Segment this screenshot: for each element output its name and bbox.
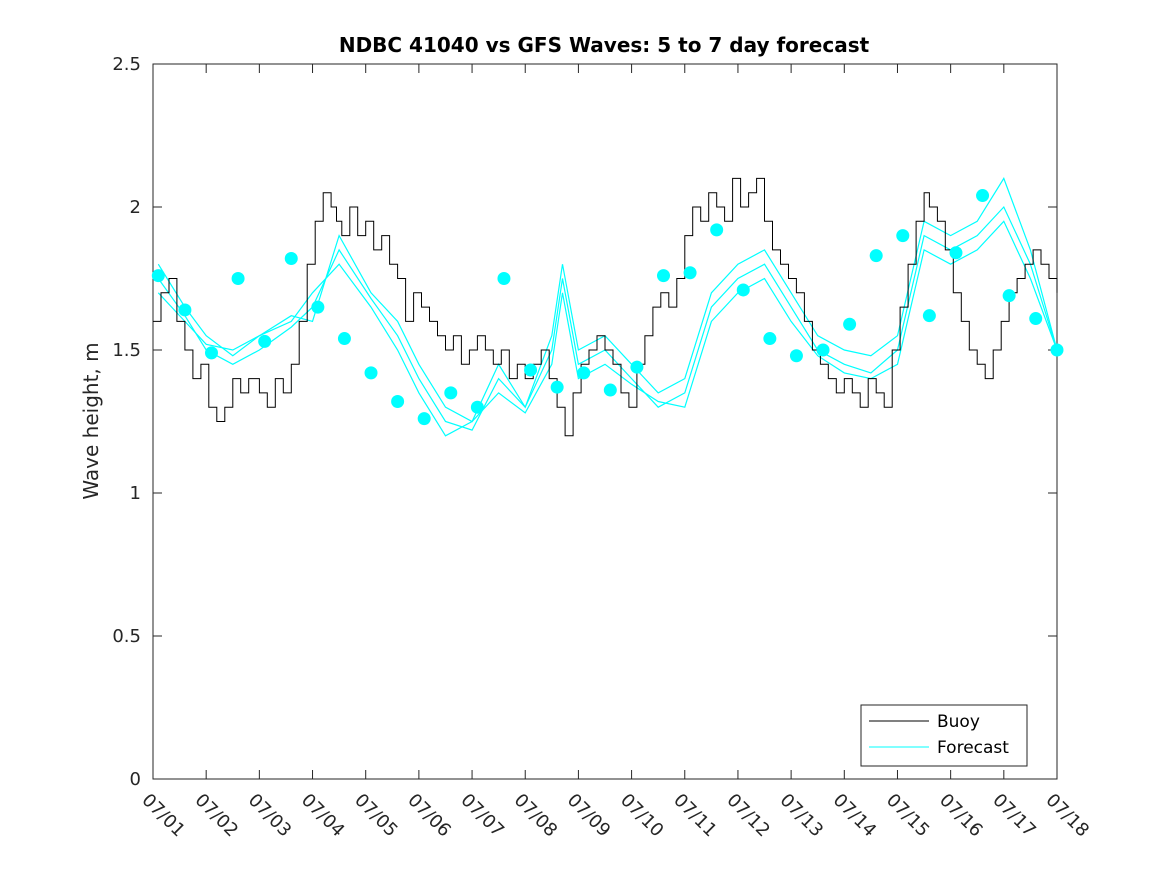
- legend-forecast-label: Forecast: [937, 738, 1009, 758]
- forecast-marker: [922, 309, 936, 323]
- y-tick-label: 0.5: [112, 626, 141, 647]
- y-tick-label: 2.5: [112, 54, 141, 75]
- y-tick-label: 2: [130, 197, 141, 218]
- x-tick-label: 07/12: [722, 790, 774, 842]
- y-tick-label: 0: [130, 769, 141, 790]
- forecast-marker: [816, 343, 830, 357]
- forecast-marker: [284, 251, 298, 265]
- x-tick-label: 07/04: [297, 790, 349, 842]
- forecast-marker: [151, 269, 165, 283]
- forecast-marker: [337, 332, 351, 346]
- axes-box: [152, 63, 1058, 780]
- forecast-marker: [444, 386, 458, 400]
- forecast-line: [157, 220, 1058, 437]
- y-tick-label: 1: [130, 483, 141, 504]
- forecast-marker: [896, 229, 910, 243]
- forecast-marker: [550, 380, 564, 394]
- forecast-markers: [151, 189, 1064, 426]
- forecast-marker: [364, 366, 378, 380]
- x-tick-label: 07/16: [935, 790, 987, 842]
- forecast-marker: [1002, 289, 1016, 303]
- forecast-marker: [710, 223, 724, 237]
- y-axis: 0 0.5 1 1.5 2 2.5: [112, 54, 1057, 790]
- x-tick-label: 07/15: [882, 790, 934, 842]
- x-tick-label: 07/11: [669, 790, 721, 842]
- x-tick-label: 07/07: [457, 790, 509, 842]
- x-tick-label: 07/03: [244, 790, 296, 842]
- chart-title: NDBC 41040 vs GFS Waves: 5 to 7 day fore…: [339, 33, 870, 57]
- x-tick-label: 07/13: [776, 790, 828, 842]
- x-tick-label: 07/17: [988, 790, 1040, 842]
- x-tick-label: 07/05: [350, 790, 402, 842]
- legend: Buoy Forecast: [860, 704, 1028, 767]
- forecast-marker: [1050, 343, 1064, 357]
- forecast-marker: [258, 334, 272, 348]
- forecast-marker: [470, 400, 484, 414]
- forecast-marker: [497, 272, 511, 285]
- forecast-marker: [391, 394, 405, 408]
- x-tick-label: 07/14: [829, 790, 881, 842]
- x-tick-label: 07/08: [510, 790, 562, 842]
- x-tick-label: 07/06: [403, 790, 455, 842]
- forecast-marker: [949, 246, 963, 260]
- forecast-marker: [311, 300, 325, 314]
- forecast-marker: [417, 412, 431, 426]
- forecast-marker: [178, 303, 192, 317]
- buoy-series: [153, 177, 1058, 437]
- forecast-marker: [789, 349, 803, 363]
- y-axis-label: Wave height, m: [79, 342, 103, 499]
- x-tick-label: 07/18: [1041, 790, 1093, 842]
- x-tick-label: 07/10: [616, 790, 668, 842]
- y-tick-label: 1.5: [112, 340, 141, 361]
- legend-box: [860, 704, 1028, 767]
- forecast-marker: [231, 272, 245, 285]
- x-tick-label: 07/01: [137, 790, 189, 842]
- legend-buoy-label: Buoy: [937, 712, 980, 732]
- forecast-marker: [656, 269, 670, 283]
- forecast-series: [157, 177, 1058, 437]
- forecast-marker: [204, 346, 218, 360]
- forecast-marker: [1029, 312, 1043, 326]
- forecast-marker: [976, 189, 990, 203]
- forecast-marker: [524, 363, 538, 377]
- plot-area: [152, 63, 1058, 780]
- forecast-marker: [736, 283, 750, 297]
- forecast-marker: [603, 383, 617, 397]
- forecast-marker: [683, 266, 697, 280]
- forecast-marker: [843, 317, 857, 331]
- forecast-line: [157, 205, 1058, 431]
- forecast-line: [157, 177, 1058, 423]
- forecast-marker: [763, 332, 777, 346]
- forecast-marker: [869, 249, 883, 263]
- forecast-marker: [577, 366, 591, 380]
- x-tick-label: 07/02: [191, 790, 243, 842]
- forecast-marker: [630, 360, 644, 374]
- buoy-line: [153, 177, 1058, 437]
- x-tick-label: 07/09: [563, 790, 615, 842]
